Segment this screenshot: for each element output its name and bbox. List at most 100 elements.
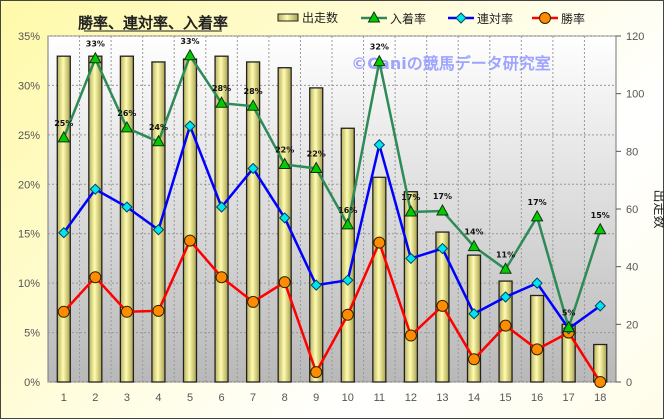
data-label: 16% xyxy=(338,206,357,215)
triangle-marker xyxy=(183,48,197,61)
right-tick-label: 60 xyxy=(626,204,638,216)
diamond-marker xyxy=(405,252,417,265)
bar-出走数 xyxy=(529,294,545,383)
diamond-marker xyxy=(89,183,102,195)
circle-marker xyxy=(184,234,196,247)
x-tick-label: 14 xyxy=(468,392,480,404)
circle-marker xyxy=(468,353,480,366)
triangle-marker xyxy=(88,51,102,64)
diamond-marker xyxy=(531,277,543,289)
triangle-marker xyxy=(152,134,165,147)
legend: 出走数 入着率 連対率 勝率 xyxy=(277,10,585,26)
diamond-marker xyxy=(342,274,354,286)
x-tick-label: 16 xyxy=(531,392,543,404)
left-tick-label: 30% xyxy=(18,80,40,92)
bar-出走数 xyxy=(182,58,198,383)
legend-label: 入着率 xyxy=(390,11,426,26)
diamond-marker xyxy=(499,291,512,303)
triangle-marker xyxy=(246,99,260,111)
data-label: 24% xyxy=(149,123,168,132)
left-tick-label: 0% xyxy=(24,377,40,389)
x-tick-label: 6 xyxy=(218,392,224,404)
line-連対率 xyxy=(62,122,601,331)
circle-marker xyxy=(436,299,449,312)
triangle-marker xyxy=(404,204,418,217)
diamond-marker xyxy=(310,279,322,291)
data-label: 33% xyxy=(180,37,199,46)
triangle-marker xyxy=(467,239,481,252)
data-label: 22% xyxy=(275,146,294,155)
circle-marker xyxy=(404,329,417,342)
right-tick-label: 100 xyxy=(626,89,644,101)
data-label: 26% xyxy=(117,109,136,118)
line-入着率 xyxy=(62,53,602,332)
right-tick-label: 20 xyxy=(626,319,638,331)
bar-出走数 xyxy=(214,55,229,383)
circle-marker xyxy=(373,236,386,249)
triangle-marker xyxy=(278,157,292,170)
x-tick-label: 5 xyxy=(187,392,193,404)
x-tick-label: 8 xyxy=(282,392,288,404)
chart-title: 勝率、連対率、入着率 xyxy=(78,14,228,32)
left-tick-label: 25% xyxy=(18,130,40,142)
x-tick-label: 1 xyxy=(61,392,67,404)
left-tick-label: 20% xyxy=(18,179,40,191)
bar-出走数 xyxy=(56,55,71,383)
diamond-marker xyxy=(455,12,467,24)
data-label: 33% xyxy=(86,40,105,49)
legend-label: 出走数 xyxy=(302,10,338,25)
triangle-marker xyxy=(309,161,323,173)
circle-marker xyxy=(57,305,70,318)
data-label: 17% xyxy=(433,192,452,201)
circle-marker xyxy=(278,276,291,289)
x-tick-label: 17 xyxy=(563,392,575,404)
triangle-marker xyxy=(499,262,512,274)
x-tick-label: 4 xyxy=(155,392,161,404)
triangle-marker xyxy=(120,120,134,133)
right-tick-label: 0 xyxy=(626,377,632,389)
left-tick-label: 35% xyxy=(18,31,40,43)
bar-出走数 xyxy=(340,127,355,383)
diamond-marker xyxy=(152,224,165,236)
data-label: 32% xyxy=(370,43,389,52)
triangle-marker xyxy=(530,209,544,222)
left-tick-label: 10% xyxy=(18,278,40,290)
triangle-marker xyxy=(215,96,228,108)
circle-marker xyxy=(594,376,607,388)
left-tick-label: 15% xyxy=(18,229,40,241)
x-tick-label: 13 xyxy=(436,392,448,404)
triangle-marker xyxy=(593,222,607,235)
x-tick-label: 7 xyxy=(250,392,256,404)
data-label: 14% xyxy=(464,228,483,237)
diamond-marker xyxy=(215,201,228,213)
x-tick-label: 9 xyxy=(313,392,319,404)
x-tick-label: 2 xyxy=(92,392,98,404)
data-label: 11% xyxy=(496,250,515,259)
data-label: 28% xyxy=(212,84,231,93)
triangle-marker xyxy=(562,320,576,333)
diamond-marker xyxy=(184,120,196,132)
diamond-marker xyxy=(373,139,386,151)
circle-marker xyxy=(120,305,133,318)
x-tick-label: 3 xyxy=(124,392,130,404)
legend-swatch-bar xyxy=(277,13,299,22)
circle-marker xyxy=(499,319,512,332)
bar-出走数 xyxy=(403,191,419,383)
diamond-marker xyxy=(58,227,70,239)
circle-marker xyxy=(215,271,228,284)
legend-label: 勝率 xyxy=(561,11,585,26)
right-axis-label: 出走数 xyxy=(651,189,664,228)
x-tick-label: 12 xyxy=(405,392,417,404)
data-label: 17% xyxy=(401,193,420,202)
data-label: 28% xyxy=(244,87,263,96)
left-tick-label: 5% xyxy=(24,328,40,340)
x-tick-label: 10 xyxy=(342,392,354,404)
bar-出走数 xyxy=(151,61,166,383)
data-label: 5% xyxy=(562,309,576,318)
bar-出走数 xyxy=(119,55,135,383)
diamond-marker xyxy=(594,300,606,312)
right-tick-label: 40 xyxy=(626,262,638,274)
bar-出走数 xyxy=(277,67,292,383)
